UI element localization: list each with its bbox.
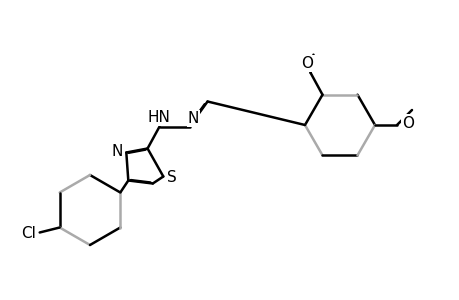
Text: N: N <box>112 144 123 159</box>
Text: S: S <box>167 170 176 185</box>
Text: Cl: Cl <box>21 226 36 241</box>
Text: O: O <box>401 116 413 130</box>
Text: HN: HN <box>147 110 170 125</box>
Text: O: O <box>301 56 313 71</box>
Text: N: N <box>187 111 199 126</box>
